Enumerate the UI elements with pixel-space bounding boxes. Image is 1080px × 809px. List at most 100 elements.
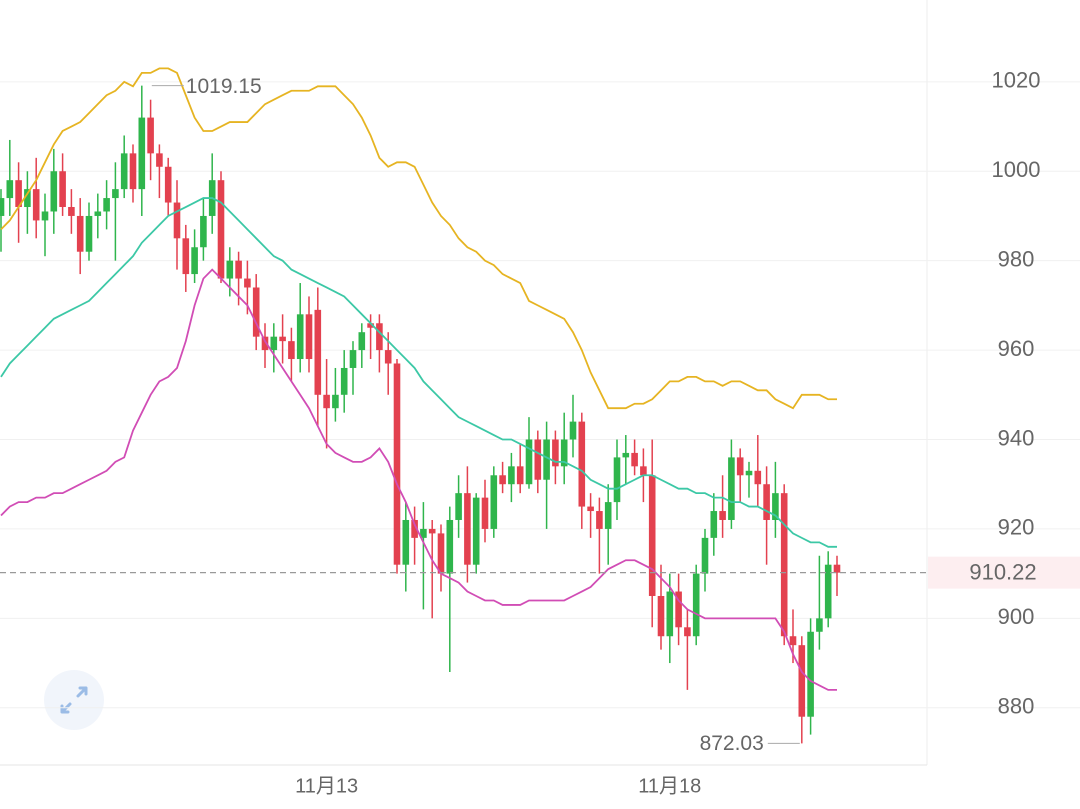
candle-body xyxy=(24,189,31,208)
x-tick-label: 11月13 xyxy=(295,775,358,797)
candle-body xyxy=(164,166,172,203)
candle-body xyxy=(631,452,638,467)
candle-body xyxy=(147,117,154,154)
candle-body xyxy=(648,475,656,596)
candle-body xyxy=(68,207,75,216)
candle-body xyxy=(112,189,119,199)
candle-body xyxy=(59,171,66,208)
candle-body xyxy=(754,470,762,485)
expand-button[interactable] xyxy=(44,670,104,730)
candle-body xyxy=(569,421,577,440)
candle-body xyxy=(525,439,533,485)
candle-body xyxy=(305,314,313,360)
candle-body xyxy=(15,180,22,208)
candle-body xyxy=(393,363,401,565)
candle-body xyxy=(508,466,515,485)
y-tick-label: 900 xyxy=(998,604,1035,629)
candle-body xyxy=(675,591,682,628)
candle-body xyxy=(446,519,454,574)
candle-body xyxy=(481,497,489,529)
candle-body xyxy=(745,470,753,476)
candle-body xyxy=(763,484,770,520)
candle-body xyxy=(833,564,841,573)
band-line xyxy=(0,268,837,691)
candle-body xyxy=(543,439,550,480)
low-label: 872.03 xyxy=(700,732,764,755)
candle-body xyxy=(191,247,198,275)
expand-button-bg[interactable] xyxy=(44,670,104,730)
candle-body xyxy=(701,537,709,574)
candle-body xyxy=(420,528,427,538)
candle-body xyxy=(824,564,832,619)
y-tick-label: 980 xyxy=(998,246,1035,271)
candle-body xyxy=(50,171,58,212)
candle-body xyxy=(32,189,40,221)
candle-body xyxy=(692,573,700,637)
candle-body xyxy=(684,627,691,637)
candle-body xyxy=(0,198,5,216)
y-tick-label: 880 xyxy=(998,694,1035,719)
candle-body xyxy=(261,336,269,351)
candle-body xyxy=(226,260,234,279)
candle-body xyxy=(288,341,295,360)
candle-body xyxy=(464,493,471,565)
candle-body xyxy=(173,202,181,239)
candle-body xyxy=(798,645,806,717)
candle-body xyxy=(640,466,647,476)
candle-body xyxy=(138,117,146,190)
candle-body xyxy=(789,636,797,646)
candle-body xyxy=(323,394,330,409)
candle-body xyxy=(85,215,93,252)
candle-body xyxy=(252,287,260,337)
y-tick-label: 960 xyxy=(998,336,1035,361)
high-label: 1019.15 xyxy=(186,75,262,98)
candle-body xyxy=(244,278,251,288)
candle-body xyxy=(587,506,594,512)
x-tick-label: 11月18 xyxy=(638,775,701,797)
candle-body xyxy=(279,336,286,342)
candle-body xyxy=(613,457,621,503)
candle-body xyxy=(94,211,102,216)
candle-body xyxy=(296,314,304,360)
candle-body xyxy=(736,457,744,476)
band-line xyxy=(0,67,837,410)
candle-body xyxy=(560,439,568,467)
candle-body xyxy=(622,452,630,458)
candle-body xyxy=(217,180,225,279)
candle-body xyxy=(332,394,339,409)
last-price-label: 910.22 xyxy=(969,559,1036,584)
candle-body xyxy=(534,439,542,480)
candle-body xyxy=(666,591,674,637)
candle-body xyxy=(120,153,128,190)
candle-body xyxy=(596,511,603,529)
candle-body xyxy=(235,260,242,279)
candle-body xyxy=(428,528,436,534)
candle-body xyxy=(411,519,418,538)
candle-body xyxy=(490,475,498,529)
y-tick-label: 1020 xyxy=(992,68,1041,93)
candle-body xyxy=(200,215,207,248)
candle-body xyxy=(780,493,788,637)
candle-body xyxy=(384,350,392,364)
candle-body xyxy=(816,618,823,632)
candle-body xyxy=(367,323,374,328)
candle-body xyxy=(552,439,559,467)
candle-body xyxy=(358,332,366,351)
candle-body xyxy=(772,493,779,520)
band-line xyxy=(0,197,837,548)
last-price-box xyxy=(928,556,1080,589)
candle-body xyxy=(76,215,84,252)
candle-body xyxy=(807,631,814,717)
candle-body xyxy=(728,457,735,520)
candle-body xyxy=(314,309,322,395)
candle-body xyxy=(719,511,726,520)
candle-body xyxy=(516,466,524,485)
candle-body xyxy=(437,533,445,574)
candle-body xyxy=(657,595,665,637)
candle-body xyxy=(402,519,410,565)
candle-body xyxy=(710,511,718,538)
candle-body xyxy=(340,367,348,395)
candle-body xyxy=(129,153,137,190)
